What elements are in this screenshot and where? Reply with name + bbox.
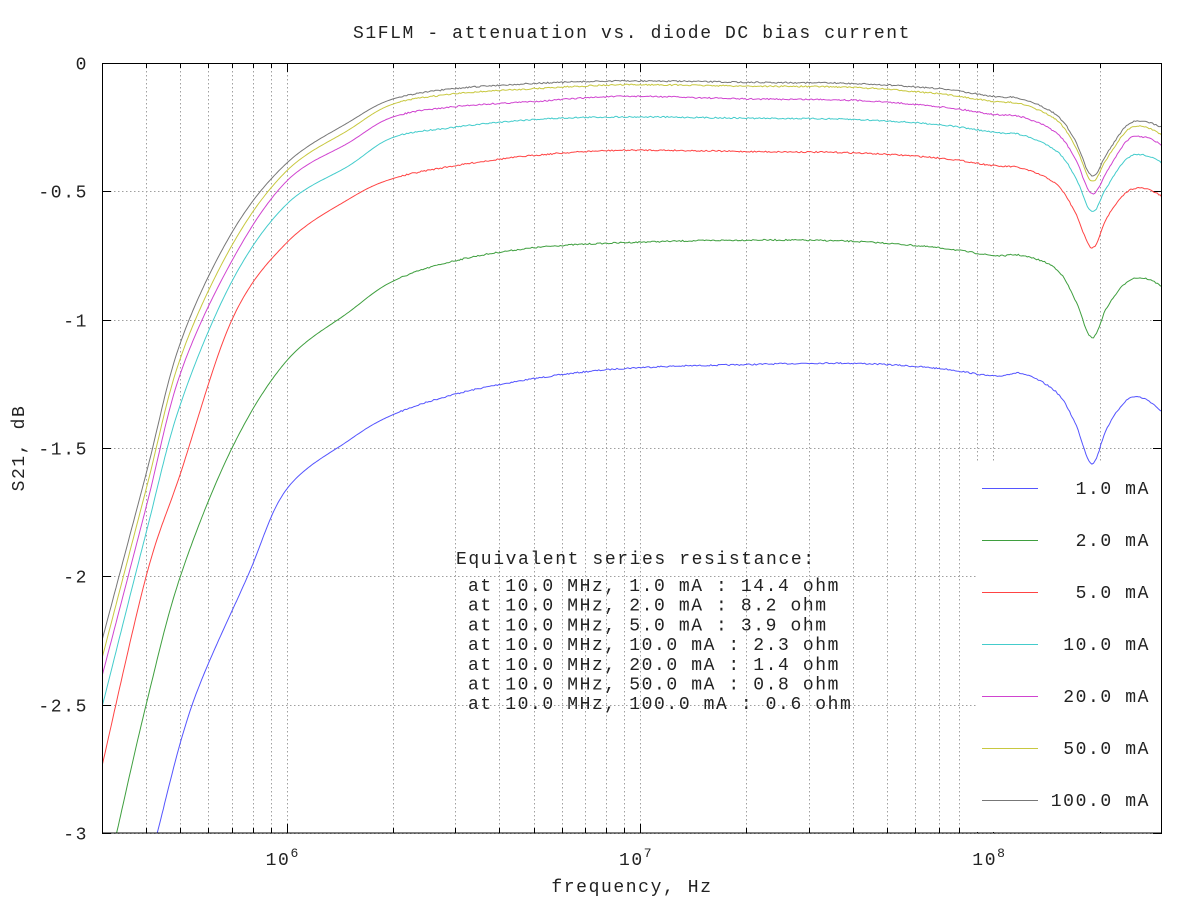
legend-box xyxy=(976,462,1161,832)
x-tick-label: 107 xyxy=(619,846,653,871)
y-tick-label: 0 xyxy=(76,56,88,76)
legend-label: 2.0 mA xyxy=(1076,532,1150,552)
annotation-line: at 10.0 MHz, 2.0 mA : 8.2 ohm xyxy=(468,597,828,617)
y-tick-label: -1 xyxy=(63,313,88,333)
legend-label: 50.0 mA xyxy=(1063,740,1150,760)
legend-label: 100.0 mA xyxy=(1051,792,1150,812)
legend-label: 1.0 mA xyxy=(1076,480,1150,500)
y-tick-label: -2.5 xyxy=(38,698,88,718)
x-tick-exponent: 8 xyxy=(997,846,1006,861)
x-tick-label: 108 xyxy=(972,846,1006,871)
legend-label: 5.0 mA xyxy=(1076,584,1150,604)
x-tick-label: 106 xyxy=(266,846,300,871)
x-axis-label: frequency, Hz xyxy=(551,878,712,898)
annotation-line: at 10.0 MHz, 20.0 mA : 1.4 ohm xyxy=(468,656,840,676)
series-line-20-0-ma xyxy=(102,95,1162,677)
x-tick-exponent: 7 xyxy=(644,846,653,861)
y-axis-label: S21, dB xyxy=(10,405,30,492)
series-line-2-0-ma xyxy=(116,238,1162,833)
annotation-line: at 10.0 MHz, 50.0 mA : 0.8 ohm xyxy=(468,676,840,696)
annotation-line: at 10.0 MHz, 10.0 mA : 2.3 ohm xyxy=(468,636,840,656)
legend-label: 10.0 mA xyxy=(1063,636,1150,656)
series-line-5-0-ma xyxy=(102,148,1162,767)
x-tick-base: 10 xyxy=(972,851,997,871)
annotation-heading: Equivalent series resistance: xyxy=(456,550,816,570)
legend-label: 20.0 mA xyxy=(1063,688,1150,708)
y-tick-label: -0.5 xyxy=(38,184,88,204)
y-tick-label: -1.5 xyxy=(38,441,88,461)
series-line-1-0-ma xyxy=(156,361,1162,833)
plot-border xyxy=(102,63,1162,834)
y-tick-label: -3 xyxy=(63,826,88,846)
x-tick-exponent: 6 xyxy=(290,846,299,861)
legend: 1.0 mA 2.0 mA 5.0 mA 10.0 mA 20.0 mA 50.0 mA 1… xyxy=(982,480,1150,812)
x-tick-base: 10 xyxy=(266,851,291,871)
y-tick-label: -2 xyxy=(63,569,88,589)
series-line-10-0-ma xyxy=(102,115,1162,708)
annotation-line: at 10.0 MHz, 1.0 mA : 14.4 ohm xyxy=(468,577,840,597)
annotation-line: at 10.0 MHz, 100.0 mA : 0.6 ohm xyxy=(468,695,852,715)
series-line-50-0-ma xyxy=(102,83,1162,659)
series-curves xyxy=(102,79,1162,833)
chart-title: S1FLM - attenuation vs. diode DC bias cu… xyxy=(353,24,911,44)
series-line-100-0-ma xyxy=(102,79,1162,641)
annotation-line: at 10.0 MHz, 5.0 mA : 3.9 ohm xyxy=(468,616,828,636)
x-tick-base: 10 xyxy=(619,851,644,871)
resistance-annotation: Equivalent series resistance: at 10.0 MH… xyxy=(456,550,852,715)
